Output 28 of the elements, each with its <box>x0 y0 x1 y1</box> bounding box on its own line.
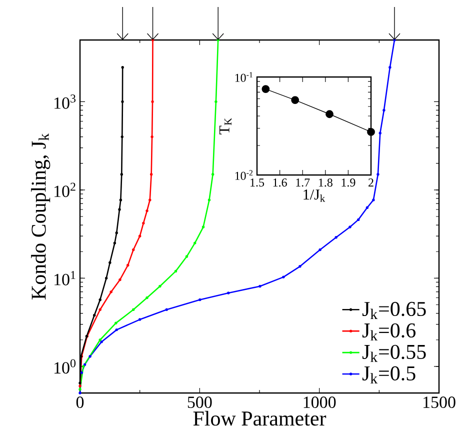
x-tick-label: 1.9 <box>342 178 356 187</box>
x-tick-label: 1500 <box>423 396 456 408</box>
point <box>291 96 300 104</box>
point <box>262 85 270 93</box>
y-tick-label: 10$^{-1}$ <box>235 72 252 82</box>
x-tick-label: 1000 <box>304 396 336 408</box>
point <box>367 128 375 136</box>
y-axis-title: Kondo Coupling, J$_{k}$ <box>31 133 50 300</box>
x-tick-label: 1.5 <box>250 178 264 187</box>
y-axis-title: T$_{K}$ <box>219 118 232 134</box>
legend-label: J$_{k}$=0.55 <box>362 344 426 362</box>
point <box>326 110 334 118</box>
legend-label: J$_{k}$=0.65 <box>362 302 426 319</box>
x-tick-label: 1.8 <box>318 178 332 187</box>
x-axis-title: 1/J$_{k}$ <box>304 190 326 202</box>
y-tick-label: 10$^{-2}$ <box>235 170 253 180</box>
y-tick-label: 10$^{1}$ <box>54 271 76 286</box>
x-axis-title: Flow Parameter <box>193 410 326 426</box>
y-tick-label: 10$^{2}$ <box>54 182 76 198</box>
y-tick-label: 10$^{0}$ <box>54 359 76 374</box>
y-tick-label: 10$^{3}$ <box>54 94 76 109</box>
legend-label: J$_{k}$=0.5 <box>362 366 416 384</box>
x-tick-label: 1.7 <box>296 178 310 187</box>
x-tick-label: 500 <box>188 396 212 408</box>
x-tick-label: 1.6 <box>273 178 287 187</box>
x-tick-label: 2 <box>368 178 374 186</box>
legend-label: J$_{k}$=0.6 <box>362 323 416 340</box>
x-tick-label: 0 <box>76 396 84 408</box>
